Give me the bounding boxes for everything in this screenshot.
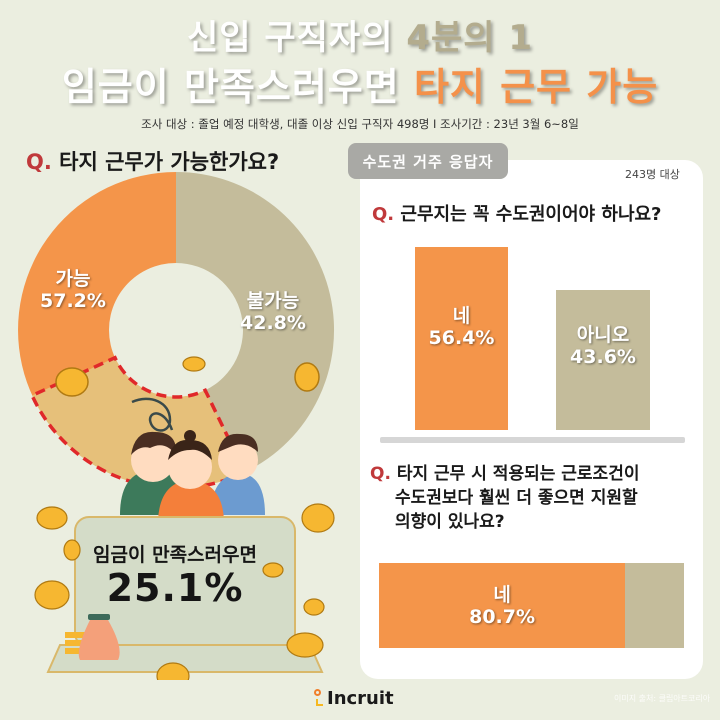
bar-yes: 네 56.4%: [415, 247, 508, 430]
incruit-logo: Incruit: [313, 687, 394, 709]
arrow-icon: [131, 397, 174, 432]
left-question: Q. 타지 근무가 가능한가요?: [26, 146, 279, 176]
question-text-line-2: 수도권보다 훨씬 더 좋으면 지원할: [395, 488, 638, 508]
title-highlight-quarter: 4분의 1: [406, 18, 534, 58]
segment-label: 가능: [55, 268, 91, 290]
people-laptop-illustration: [34, 430, 335, 680]
segment-value: 57.2%: [40, 290, 106, 312]
coin-icon: [34, 503, 335, 680]
bar-no: 아니오 43.6%: [556, 290, 650, 430]
segment-label: 불가능: [246, 290, 300, 312]
main-title-line-1: 신입 구직자의 4분의 1: [0, 10, 720, 59]
highlight-caption: 임금이 만족스러우면: [93, 544, 257, 566]
title-highlight-relocation: 타지 근무 가능: [413, 65, 659, 109]
bar-label: 네: [493, 583, 511, 606]
metro-respondents-tag: 수도권 거주 응답자: [348, 143, 508, 179]
stacked-segment-other: [625, 563, 684, 648]
survey-subtitle: 조사 대상 : 졸업 예정 대학생, 대졸 이상 신입 구직자 498명 I 조…: [141, 117, 579, 131]
bar-value: 43.6%: [570, 346, 636, 368]
stacked-bar-apply: 네 80.7%: [379, 563, 684, 648]
question-text: 근무지는 꼭 수도권이어야 하나요?: [400, 204, 662, 225]
main-title-line-2: 임금이 만족스러우면 타지 근무 가능: [0, 56, 720, 111]
incruit-logo-icon: [313, 687, 325, 709]
person-left-icon: [120, 431, 185, 515]
donut-label-possible: 가능 57.2%: [40, 268, 106, 312]
coin-icon: [55, 356, 320, 397]
q-mark: Q.: [26, 150, 52, 174]
segment-value: 42.8%: [240, 312, 306, 334]
question-text: 타지 근무가 가능한가요?: [59, 150, 280, 174]
person-right-icon: [210, 433, 265, 515]
person-center-icon: [158, 430, 224, 520]
title-white-part: 임금이 만족스러우면: [61, 65, 414, 109]
respondent-count: 243명 대상: [625, 168, 680, 181]
stacked-segment-yes: 네 80.7%: [379, 563, 626, 648]
bar-chart-baseline: [380, 437, 685, 443]
q-mark: Q.: [372, 204, 395, 225]
image-credit: 이미지 출처: 클립아트코리아: [614, 694, 711, 703]
donut-segment-impossible: [176, 172, 335, 473]
title-white-part: 신입 구직자의: [186, 18, 407, 58]
question-text-line-3: 의향이 있나요?: [395, 512, 505, 532]
bar-value: 80.7%: [469, 605, 536, 628]
q-mark: Q.: [370, 464, 391, 484]
bar-value: 56.4%: [428, 326, 495, 349]
bar-label: 아니오: [576, 324, 630, 346]
highlight-value: 25.1%: [106, 566, 244, 610]
question-text-line-1: 타지 근무 시 적용되는 근로조건이: [396, 464, 640, 484]
question-better-conditions: Q. 타지 근무 시 적용되는 근로조건이 수도권보다 훨씬 더 좋으면 지원할…: [370, 462, 639, 534]
logo-text: Incruit: [327, 687, 394, 709]
money-bag-icon: [65, 614, 120, 660]
donut-label-impossible: 불가능 42.8%: [240, 290, 306, 334]
question-must-be-metro: Q. 근무지는 꼭 수도권이어야 하나요?: [372, 200, 662, 226]
bar-label: 네: [452, 304, 471, 327]
